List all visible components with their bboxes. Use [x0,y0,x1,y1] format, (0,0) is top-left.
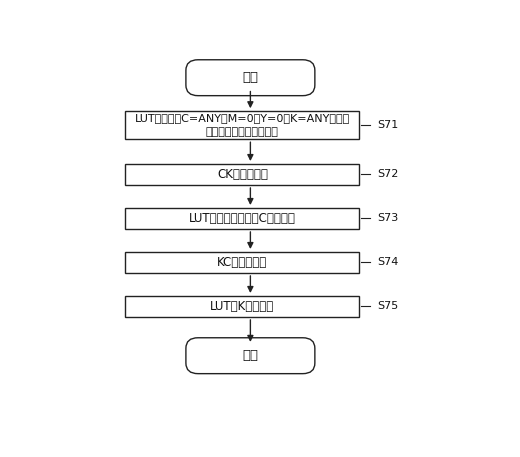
Text: S74: S74 [378,257,399,267]
Bar [125,252,359,273]
Bar [125,164,359,185]
Text: S73: S73 [378,213,398,223]
Text: 開始: 開始 [242,71,258,84]
Text: S71: S71 [378,120,398,130]
Text: KC処理を実行: KC処理を実行 [217,256,267,269]
Text: S72: S72 [378,170,399,180]
Bar [125,208,359,229]
FancyBboxPatch shape [186,60,315,96]
Text: S75: S75 [378,302,398,311]
Bar [125,111,359,139]
Text: 終了: 終了 [242,349,258,362]
Text: CK処理を実行: CK処理を実行 [217,168,268,181]
Text: LUTのK値を更新: LUTのK値を更新 [210,300,275,313]
FancyBboxPatch shape [186,338,315,374]
Text: LUTにおけるC=ANY、M=0、Y=0、K=ANYである
データを処理対象に設定: LUTにおけるC=ANY、M=0、Y=0、K=ANYである データを処理対象に設… [135,113,350,137]
Bar [125,296,359,317]
Text: LUTの出力データのC値を更新: LUTの出力データのC値を更新 [189,212,296,225]
